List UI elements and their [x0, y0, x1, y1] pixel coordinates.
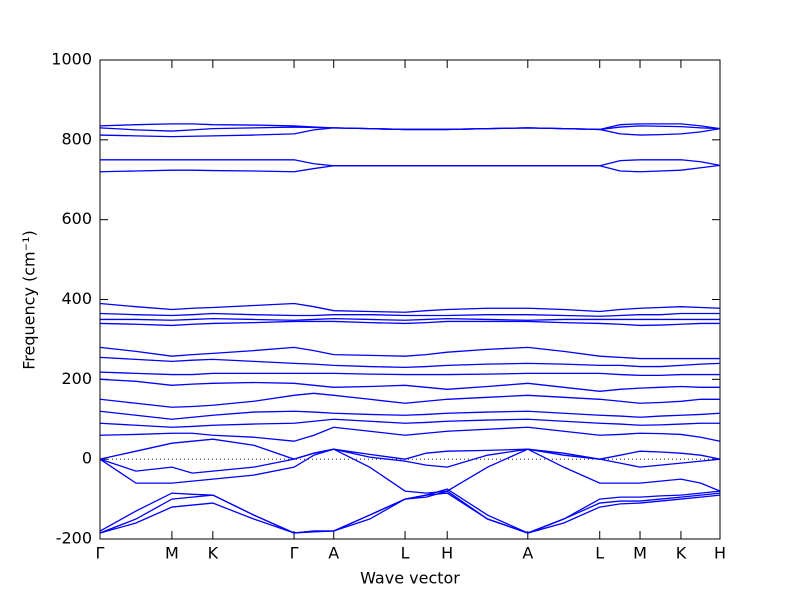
band-line [99, 438, 721, 460]
x-tick-label: Γ [290, 544, 299, 563]
band-line [99, 488, 721, 534]
x-tick-label: K [676, 544, 687, 563]
y-tick-label: 600 [61, 209, 92, 228]
band-line [99, 448, 721, 474]
y-tick-label: 200 [61, 369, 92, 388]
plot-frame [99, 59, 721, 540]
band-line [99, 418, 720, 428]
band-line [99, 302, 721, 313]
y-tick-label: 1000 [51, 50, 92, 69]
x-tick-label: K [208, 544, 219, 563]
band-line [99, 371, 720, 376]
y-tick-label: 400 [61, 289, 92, 308]
band-line [99, 356, 721, 369]
x-tick-label: M [633, 544, 647, 563]
x-axis-label: Wave vector [360, 569, 460, 588]
y-axis-label: Frequency (cm⁻¹) [20, 230, 39, 369]
band-line [100, 318, 720, 321]
y-tick-label: 0 [82, 449, 92, 468]
band-line [99, 490, 721, 534]
x-tick-label: A [328, 544, 339, 563]
band-line [99, 378, 720, 392]
band-line [100, 159, 721, 167]
band-line [99, 448, 721, 494]
band-line [99, 320, 720, 327]
band-line [99, 127, 721, 138]
x-tick-label: A [522, 544, 533, 563]
x-tick-label: H [714, 544, 726, 563]
band-line [99, 410, 721, 420]
x-tick-label: H [441, 544, 453, 563]
band-line [99, 164, 721, 173]
x-tick-label: L [401, 544, 410, 563]
x-tick-label: L [595, 544, 604, 563]
x-tick-label: Γ [96, 544, 105, 563]
band-line [99, 125, 721, 132]
band-line [99, 426, 721, 442]
y-tick-label: 800 [61, 129, 92, 148]
band-line [99, 346, 720, 360]
y-tick-label: -200 [56, 529, 92, 548]
band-line [99, 312, 720, 317]
band-line [99, 392, 720, 408]
x-tick-label: M [165, 544, 179, 563]
